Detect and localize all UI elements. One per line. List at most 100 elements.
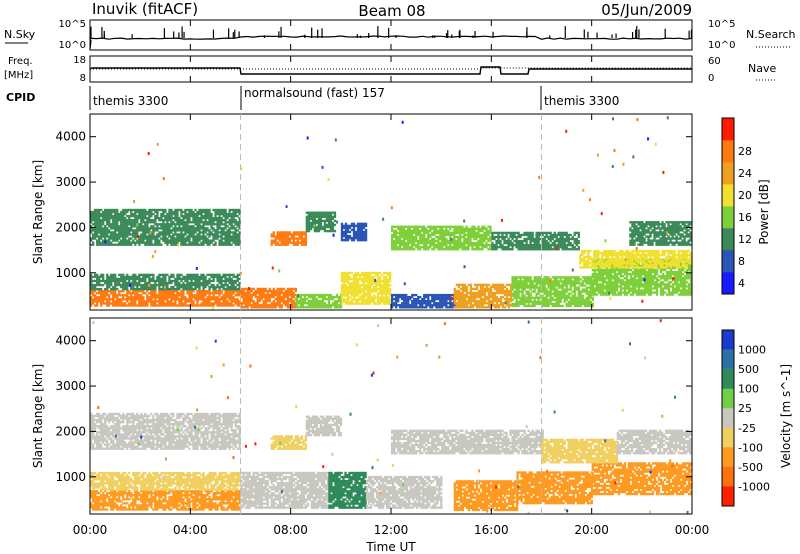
heatmap-cell [184, 208, 187, 212]
heatmap-cell [384, 296, 388, 299]
heatmap-cell [525, 298, 528, 301]
heatmap-cell [216, 298, 219, 301]
heatmap-cell [344, 271, 348, 275]
heatmap-cell [92, 275, 95, 279]
heatmap-cell [531, 284, 534, 287]
heatmap-cell [601, 273, 605, 276]
heatmap-cell [260, 297, 263, 301]
heatmap-cell [368, 284, 372, 287]
heatmap-cell [282, 295, 285, 299]
heatmap-cell [250, 297, 253, 301]
heatmap-cell [352, 232, 356, 236]
heatmap-cell [232, 285, 235, 289]
heatmap-cell [222, 210, 225, 214]
heatmap-cell [491, 293, 495, 297]
heatmap-cell [254, 302, 257, 305]
heatmap-cell [589, 286, 592, 289]
heatmap-cell [397, 300, 400, 303]
heatmap-cell [212, 243, 215, 246]
heatmap-cell [178, 288, 181, 291]
heatmap-cell [553, 284, 556, 287]
heatmap-cell [483, 293, 487, 297]
heatmap-cell [437, 306, 440, 309]
heatmap-cell [100, 283, 103, 287]
heatmap-cell [559, 280, 562, 283]
heatmap-cell [130, 229, 133, 232]
heatmap-cell [238, 216, 241, 220]
heatmap-cell [340, 286, 344, 289]
heatmap-cell [166, 273, 169, 277]
heatmap-cell [158, 283, 161, 287]
heatmap-cell [535, 280, 538, 283]
heatmap-cell [507, 291, 511, 295]
heatmap-cell [321, 295, 325, 299]
heatmap-cell [354, 298, 358, 301]
heatmap-cell [160, 302, 163, 305]
heatmap-cell [589, 284, 592, 287]
heatmap-cell [254, 306, 257, 309]
heatmap-cell [591, 298, 594, 301]
heatmap-cell [621, 275, 625, 278]
heatmap-cell [595, 287, 598, 290]
heatmap-cell [309, 295, 313, 299]
heatmap-cell [380, 296, 384, 299]
heatmap-cell [142, 239, 145, 242]
heatmap-cell [226, 233, 229, 236]
heatmap-cell [168, 223, 171, 226]
heatmap-cell [386, 284, 390, 287]
heatmap-cell [208, 300, 211, 303]
heatmap-cell [220, 216, 223, 220]
heatmap-cell [142, 214, 145, 218]
heatmap-cell [96, 216, 99, 220]
heatmap-cell [677, 293, 681, 296]
heatmap-cell [166, 298, 169, 301]
heatmap-cell [118, 290, 121, 293]
heatmap-cell [543, 276, 546, 279]
heatmap-cell [182, 298, 185, 301]
heatmap-cell [433, 304, 436, 307]
heatmap-cell [104, 225, 107, 228]
heatmap-cell [681, 268, 685, 272]
heatmap-cell [198, 288, 201, 291]
heatmap-cell [196, 239, 199, 242]
heatmap-cell [617, 281, 621, 284]
heatmap-cell [645, 281, 649, 284]
heatmap-cell [190, 229, 193, 232]
heatmap-cell [507, 306, 511, 309]
heatmap-cell [639, 273, 643, 276]
heatmap-cell [120, 223, 123, 226]
heatmap-cell [236, 229, 239, 232]
heatmap-cell [354, 230, 358, 234]
heatmap-cell [114, 210, 117, 214]
heatmap-cell [268, 300, 271, 303]
heatmap-cell [305, 221, 309, 225]
heatmap-cell [311, 225, 315, 229]
heatmap-cell [439, 304, 442, 307]
heatmap-cell [150, 292, 153, 295]
heatmap-cell [393, 229, 396, 233]
heatmap-cell [613, 279, 617, 282]
heatmap-cell [200, 273, 203, 277]
heatmap-cell [517, 294, 520, 297]
heatmap-cell [366, 278, 370, 281]
heatmap-cell [535, 296, 538, 299]
heatmap-cell [423, 300, 426, 303]
heatmap-cell [152, 296, 155, 299]
heatmap-cell [102, 283, 105, 287]
heatmap-cell [313, 229, 317, 233]
heatmap-cell [156, 275, 159, 279]
heatmap-cell [144, 229, 147, 232]
heatmap-cell [166, 243, 169, 246]
heatmap-cell [202, 233, 205, 236]
heatmap-cell [128, 292, 131, 295]
heatmap-cell [122, 243, 125, 246]
heatmap-cell [184, 298, 187, 301]
heatmap-cell [603, 273, 607, 276]
heatmap-cell [278, 231, 281, 234]
heatmap-cell [527, 276, 530, 279]
heatmap-cell [457, 285, 461, 289]
heatmap-cell [176, 273, 179, 277]
heatmap-cell [118, 214, 121, 218]
heatmap-cell [230, 292, 233, 295]
heatmap-cell [589, 296, 592, 299]
